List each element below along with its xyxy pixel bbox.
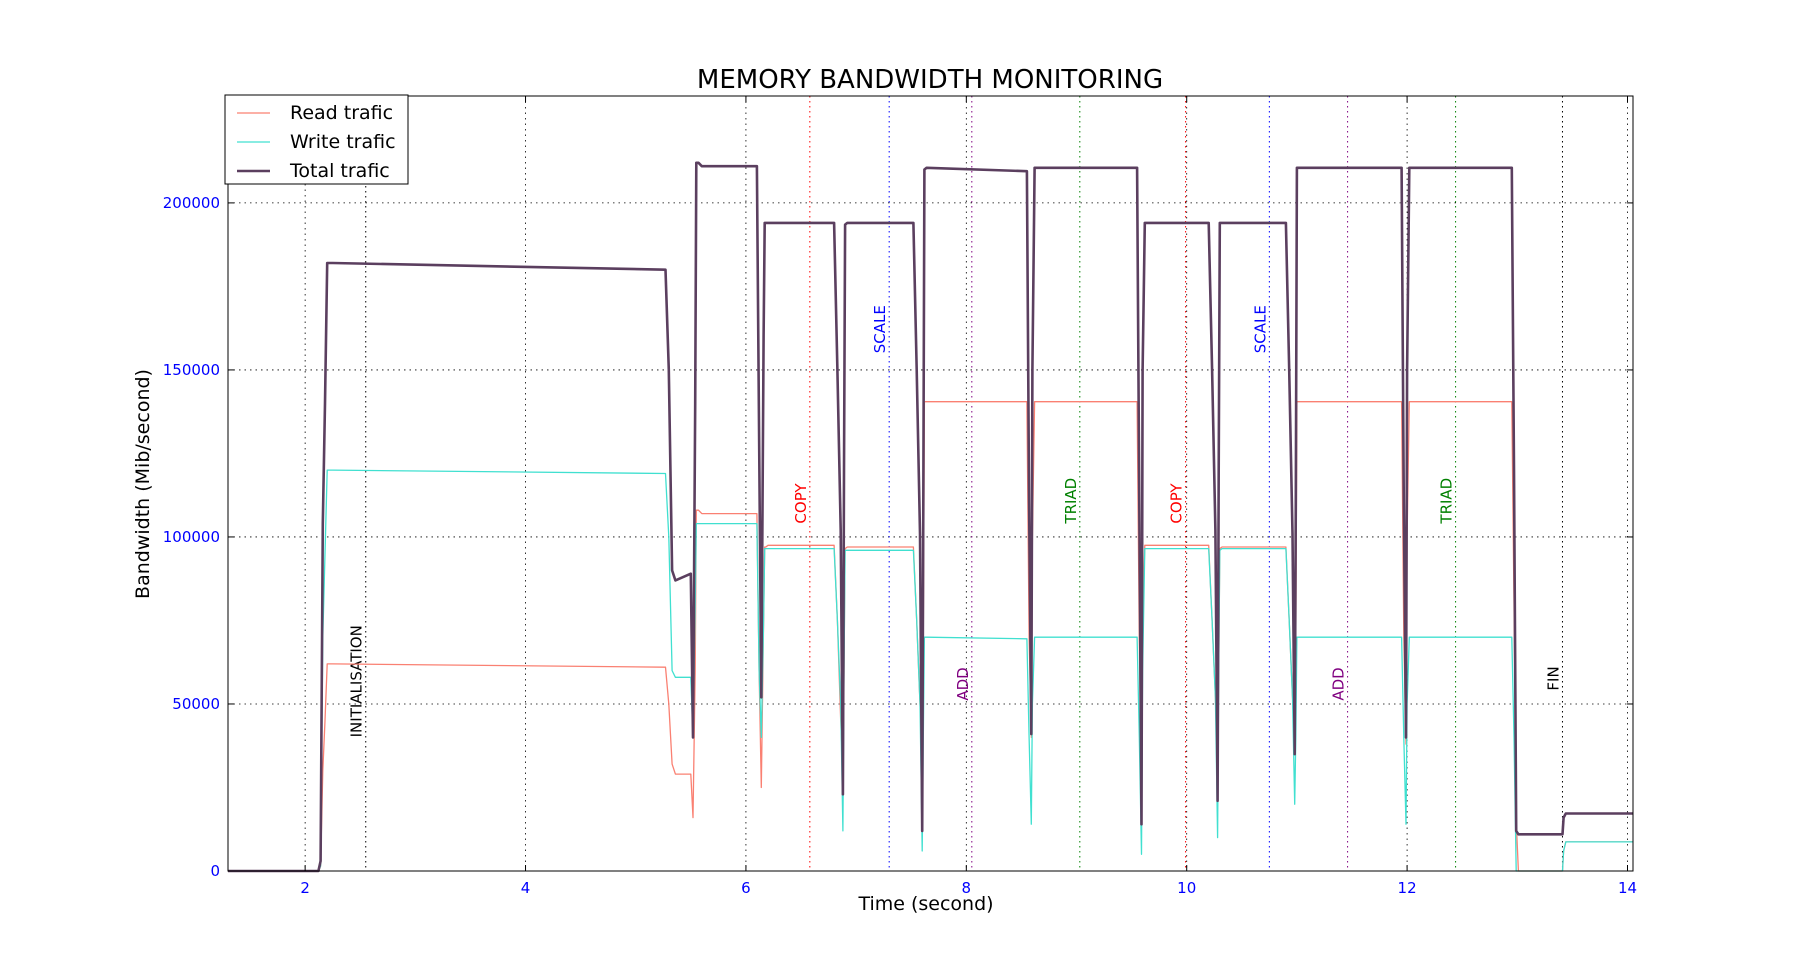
phase-marker-label: SCALE bbox=[1251, 305, 1269, 353]
y-tick-label: 200000 bbox=[163, 194, 220, 212]
series-line-read-trafic bbox=[228, 401, 1633, 872]
legend-label: Read trafic bbox=[290, 102, 393, 124]
phase-marker-label: ADD bbox=[954, 667, 972, 700]
y-axis-label: Bandwidth (Mib/second) bbox=[132, 369, 154, 599]
phase-markers: INITIALISATION COPY SCALE ADD TRIAD COPY SCALE… bbox=[348, 96, 1563, 871]
axis-ticks: 2 4 6 8 10 12 14 0 50000 100000 150000 200000 bbox=[163, 96, 1637, 897]
phase-marker-label: TRIAD bbox=[1438, 478, 1456, 525]
y-tick-label: 100000 bbox=[163, 528, 220, 546]
legend-label: Write trafic bbox=[290, 131, 396, 153]
chart-title: MEMORY BANDWIDTH MONITORING bbox=[697, 65, 1163, 95]
y-tick-label: 50000 bbox=[172, 695, 220, 713]
phase-marker-label: INITIALISATION bbox=[348, 625, 366, 737]
x-tick-label: 8 bbox=[962, 879, 972, 897]
x-tick-label: 10 bbox=[1177, 879, 1196, 897]
legend-label: Total trafic bbox=[289, 160, 390, 182]
x-tick-label: 2 bbox=[300, 879, 310, 897]
phase-marker-label: ADD bbox=[1330, 667, 1348, 700]
phase-marker-label: SCALE bbox=[871, 305, 889, 353]
data-series bbox=[228, 161, 1633, 873]
legend: Read trafic Write trafic Total trafic bbox=[224, 94, 409, 185]
phase-marker-label: COPY bbox=[792, 483, 810, 524]
phase-marker-label: COPY bbox=[1168, 483, 1186, 524]
x-tick-label: 12 bbox=[1398, 879, 1417, 897]
phase-marker-label: FIN bbox=[1544, 666, 1562, 690]
y-tick-label: 150000 bbox=[163, 361, 220, 379]
x-tick-label: 4 bbox=[521, 879, 531, 897]
legend-box bbox=[224, 94, 409, 185]
plot-area-frame bbox=[227, 95, 1634, 872]
x-tick-label: 6 bbox=[741, 879, 751, 897]
series-line-total-trafic bbox=[228, 161, 1633, 873]
x-tick-label: 14 bbox=[1618, 879, 1637, 897]
phase-marker-label: TRIAD bbox=[1062, 478, 1080, 525]
y-tick-label: 0 bbox=[210, 862, 220, 880]
x-axis-label: Time (second) bbox=[857, 893, 993, 915]
